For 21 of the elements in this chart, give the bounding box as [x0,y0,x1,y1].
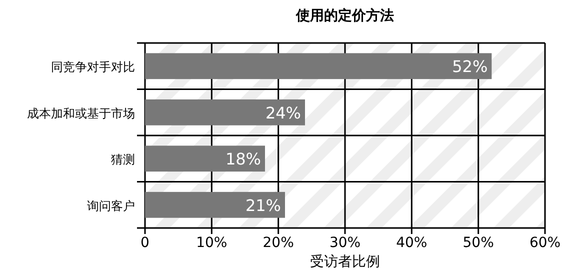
chart-title: 使用的定价方法 [295,7,394,24]
bar [145,53,492,80]
y-tick-label: 成本加和或基于市场 [27,106,135,120]
y-tick-label: 猜测 [111,152,135,167]
x-tick-label: 10% [196,235,228,251]
bar [145,99,305,126]
y-tick-label: 同竞争对手对比 [51,60,135,74]
x-tick-label: 60% [529,235,561,251]
data-label: 24% [265,103,301,122]
data-label: 18% [225,150,261,169]
bar [145,192,285,218]
x-tick-label: 0 [140,235,150,251]
y-tick-label: 询问客户 [87,198,135,213]
x-axis-title: 受访者比例 [310,254,380,270]
x-tick-label: 50% [462,235,494,251]
data-label: 21% [245,196,281,215]
x-tick-label: 20% [262,235,294,251]
x-tick-label: 30% [329,235,361,251]
data-label: 52% [452,57,488,76]
x-tick-label: 40% [396,235,428,251]
bar [145,146,265,172]
